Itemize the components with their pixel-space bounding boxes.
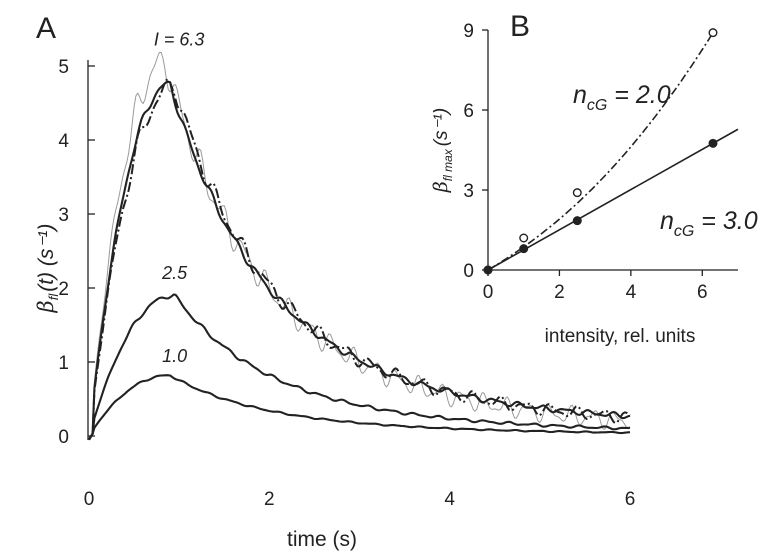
legend-ncg-3-main: n xyxy=(660,207,674,235)
panel-b-x-label: intensity, rel. units xyxy=(545,326,696,347)
panel-b-x-tick-label: 6 xyxy=(697,282,708,303)
panel-b-y-tick-label: 6 xyxy=(463,101,474,122)
trace-intensity-2-5-solid xyxy=(88,293,631,441)
panel-b-y-label-tail: (s⁻¹) xyxy=(431,108,452,147)
panel-a-y-label-sub: fl xyxy=(46,293,61,301)
panel-a-x-label: time (s) xyxy=(287,528,357,551)
legend-ncg-2: ncG = 2.0 xyxy=(573,81,671,114)
panel-b-y-tick-label: 3 xyxy=(463,181,474,202)
panel-b-points xyxy=(483,28,718,275)
open-point xyxy=(708,28,718,38)
panel-a-y-tick-label: 0 xyxy=(58,427,69,448)
panel-a-y-tick-label: 2 xyxy=(58,279,69,300)
panel-a-y-label-main: β xyxy=(34,300,58,313)
panel-b-chart: 0 2 4 6 0 3 6 9 intensity, rel. units βfl max(s… xyxy=(430,21,758,347)
panel-b-y-label-main: β xyxy=(430,181,452,193)
curve-annotation: 1.0 xyxy=(162,346,187,366)
panel-a-y-label-tail: (t) (s⁻¹) xyxy=(35,224,58,292)
open-point xyxy=(572,188,582,198)
panel-a-series xyxy=(88,51,631,441)
filled-point xyxy=(708,138,718,148)
legend-ncg-3-sub: cG xyxy=(674,223,694,240)
fit-line-ncg-3 xyxy=(487,128,739,271)
legend-ncg-2-sub: cG xyxy=(587,97,607,114)
panel-a-y-tick-label: 3 xyxy=(58,205,69,226)
panel-b-y-label-sub: fl max xyxy=(441,148,455,181)
panel-a-annotations: I = 6.3 2.5 1.0 xyxy=(154,29,205,366)
panel-b-x-tick-label: 4 xyxy=(626,282,637,303)
panel-label-b: B xyxy=(510,10,530,43)
panel-a-x-tick-label: 0 xyxy=(84,489,95,510)
trace-intensity-1-solid xyxy=(88,374,631,441)
panel-b-x-tick-label: 2 xyxy=(554,282,565,303)
panel-b-y-tick-label: 9 xyxy=(463,21,474,42)
filled-point xyxy=(519,244,529,254)
panel-a-x-tick-label: 4 xyxy=(444,489,455,510)
legend-ncg-3: ncG = 3.0 xyxy=(660,207,758,240)
trace-intensity-6-3-solid xyxy=(88,80,631,441)
open-point xyxy=(519,233,529,243)
panel-a-x-tick-label: 2 xyxy=(264,489,275,510)
legend-ncg-3-tail: = 3.0 xyxy=(694,207,757,235)
panel-b-y-tick-label: 0 xyxy=(463,261,474,282)
trace-intensity-6-3-dash-dot xyxy=(88,78,631,441)
curve-annotation: 2.5 xyxy=(161,263,188,283)
panel-b-y-label: βfl max(s⁻¹) xyxy=(430,108,455,194)
trace-intensity-6-3-thin-gray xyxy=(88,51,631,440)
panel-a-y-tick-label: 4 xyxy=(58,131,69,152)
panel-a-ticks: 0 1 2 3 4 5 0 2 4 6 xyxy=(58,57,635,510)
panel-a-y-tick-label: 5 xyxy=(58,57,69,78)
filled-point xyxy=(483,265,493,275)
panel-a-y-label: βfl(t) (s⁻¹) xyxy=(34,224,61,314)
panel-b-ticks: 0 2 4 6 0 3 6 9 xyxy=(463,21,707,303)
panel-b-x-tick-label: 0 xyxy=(483,282,494,303)
filled-point xyxy=(572,216,582,226)
legend-ncg-2-main: n xyxy=(573,81,587,109)
curve-annotation: I = 6.3 xyxy=(154,29,205,49)
panel-a-y-tick-label: 1 xyxy=(58,353,69,374)
panel-label-a: A xyxy=(36,12,56,45)
legend-ncg-2-tail: = 2.0 xyxy=(607,81,670,109)
panel-a-x-tick-label: 6 xyxy=(625,489,636,510)
